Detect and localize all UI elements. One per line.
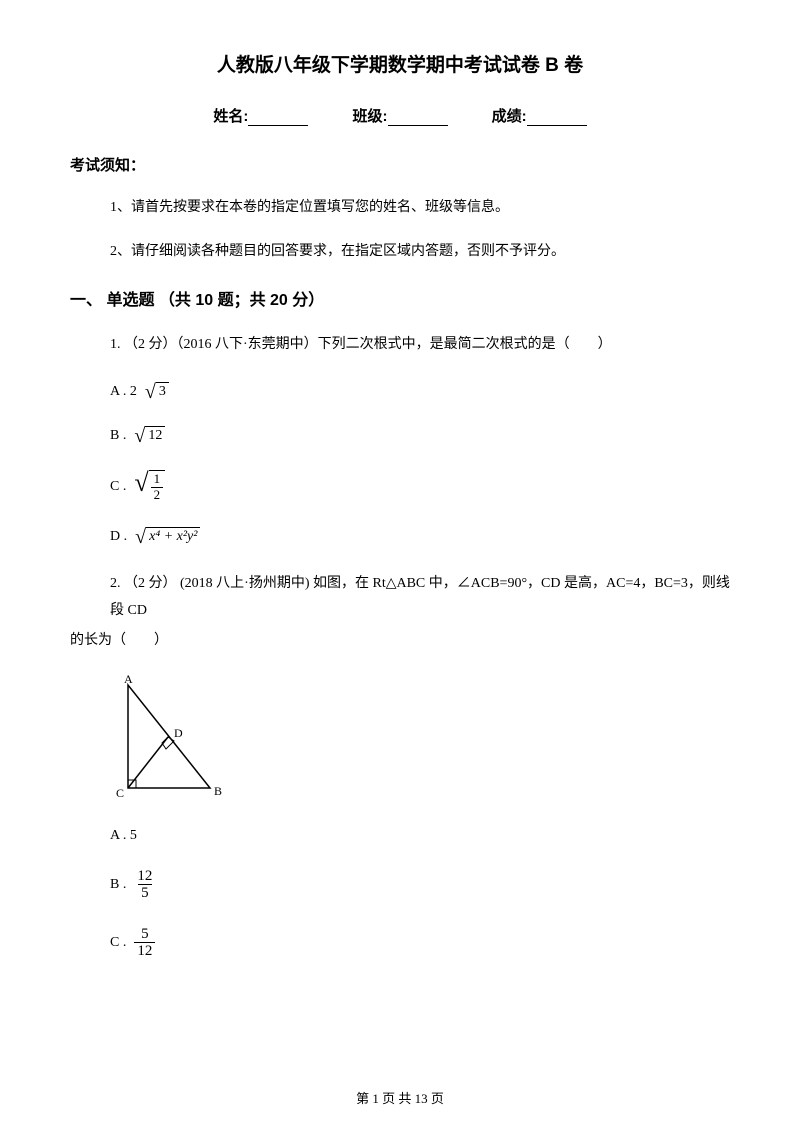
sqrt-content: 3 <box>156 382 169 401</box>
vertex-c: C <box>116 786 124 800</box>
sqrt-sign: √ <box>134 470 148 496</box>
q2-option-b: B . 12 5 <box>110 868 730 902</box>
score-label: 成绩: <box>492 108 527 125</box>
sqrt-expr: √ x⁴ + x²y² <box>135 527 200 547</box>
option-label: C . <box>110 935 126 951</box>
fraction: 12 5 <box>134 868 155 902</box>
fraction: 5 12 <box>134 926 155 960</box>
question-2-cont: 的长为（ ） <box>70 628 730 655</box>
triangle-figure: A B C D <box>110 673 730 808</box>
class-blank[interactable] <box>388 110 448 126</box>
frac-den: 12 <box>134 942 155 960</box>
page-footer: 第 1 页 共 13 页 <box>0 1088 800 1107</box>
exam-title: 人教版八年级下学期数学期中考试试卷 B 卷 <box>70 50 730 77</box>
sqrt-content: 1 2 <box>149 470 166 503</box>
vertex-b: B <box>214 784 222 798</box>
q2-option-c: C . 5 12 <box>110 926 730 960</box>
sqrt-expr: √ 12 <box>134 426 165 446</box>
question-2: 2. （2 分） (2018 八上·扬州期中) 如图，在 Rt△ABC 中，∠A… <box>110 571 730 624</box>
q1-option-d: D . √ x⁴ + x²y² <box>110 527 730 547</box>
option-label: C . <box>110 479 126 495</box>
question-1: 1. （2 分）（2016 八下·东莞期中）下列二次根式中，是最简二次根式的是（… <box>110 332 730 359</box>
vertex-a: A <box>124 673 133 686</box>
option-label: D . <box>110 529 127 545</box>
class-label: 班级: <box>353 108 388 125</box>
vertex-d: D <box>174 726 183 740</box>
sqrt-sign: √ <box>145 382 156 402</box>
frac-num: 12 <box>134 868 155 885</box>
sqrt-content: 12 <box>145 426 165 445</box>
frac-den: 5 <box>138 884 152 902</box>
notice-title: 考试须知： <box>70 154 730 175</box>
q2-option-a: A . 5 <box>110 828 730 844</box>
frac-den: 2 <box>151 487 164 502</box>
frac-num: 1 <box>151 472 164 486</box>
q1-option-b: B . √ 12 <box>110 426 730 446</box>
score-blank[interactable] <box>527 110 587 126</box>
name-label: 姓名: <box>213 108 248 125</box>
notice-item-2: 2、请仔细阅读各种题目的回答要求，在指定区域内答题，否则不予评分。 <box>110 241 730 263</box>
fill-line: 姓名: 班级: 成绩: <box>70 105 730 126</box>
option-label: A . 5 <box>110 828 137 844</box>
q1-option-a: A . 2 √ 3 <box>110 382 730 402</box>
sqrt-sign: √ <box>134 426 145 446</box>
fraction: 1 2 <box>151 472 164 502</box>
sqrt-sign: √ <box>135 527 146 547</box>
option-label: B . <box>110 428 126 444</box>
sqrt-expr: √ 3 <box>145 382 169 402</box>
frac-num: 5 <box>138 926 152 943</box>
section-1-title: 一、 单选题 （共 10 题；共 20 分） <box>70 286 730 310</box>
option-label: A . 2 <box>110 384 137 400</box>
q1-option-c: C . √ 1 2 <box>110 470 730 503</box>
notice-item-1: 1、请首先按要求在本卷的指定位置填写您的姓名、班级等信息。 <box>110 197 730 219</box>
sqrt-content: x⁴ + x²y² <box>146 527 200 546</box>
sqrt-expr: √ 1 2 <box>134 470 165 503</box>
option-label: B . <box>110 877 126 893</box>
name-blank[interactable] <box>248 110 308 126</box>
